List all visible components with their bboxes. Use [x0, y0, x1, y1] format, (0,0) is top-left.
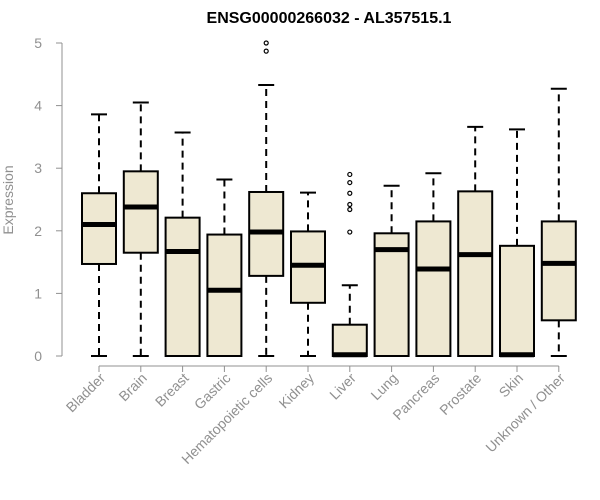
box-bladder — [81, 113, 117, 357]
box-iqr — [540, 220, 577, 322]
box-iqr — [499, 244, 535, 358]
box-liver — [331, 171, 368, 358]
y-axis-label: Expression — [0, 165, 16, 234]
box-series — [81, 40, 577, 358]
box-skin — [499, 128, 535, 358]
y-tick-label: 4 — [34, 98, 42, 114]
x-tick-label: Brain — [115, 370, 149, 404]
box-iqr — [373, 232, 410, 357]
box-kidney — [290, 191, 326, 357]
x-tick-label: Prostate — [436, 370, 484, 418]
box-gastric — [206, 178, 243, 357]
x-tick-label: Kidney — [276, 370, 318, 412]
box-hematopoietic-cells — [248, 40, 285, 357]
box-lung — [373, 184, 410, 357]
box-brain — [122, 101, 159, 357]
x-tick-label: Lung — [367, 370, 400, 403]
box-iqr — [81, 192, 117, 265]
y-tick-label: 0 — [34, 348, 42, 364]
outlier-point — [347, 171, 353, 178]
outlier-point — [347, 229, 353, 235]
x-tick-label: Skin — [496, 370, 527, 401]
box-iqr — [415, 220, 452, 357]
y-axis: 0 1 2 3 4 5 — [34, 35, 63, 364]
x-tick-label: Liver — [326, 370, 359, 403]
box-breast — [164, 131, 201, 357]
outlier-point — [347, 201, 353, 208]
box-iqr — [164, 216, 201, 357]
box-unknown-other — [540, 87, 577, 357]
x-tick-label: Unknown / Other — [482, 370, 568, 456]
box-iqr — [206, 233, 243, 357]
y-tick-label: 1 — [34, 285, 42, 301]
box-iqr — [122, 170, 159, 254]
y-tick-label: 5 — [34, 35, 42, 51]
outlier-point — [347, 179, 353, 186]
chart-title: ENSG00000266032 - AL357515.1 — [207, 10, 452, 27]
x-tick-label: Bladder — [63, 370, 109, 416]
outlier-point — [263, 48, 269, 54]
outlier-point — [347, 206, 353, 213]
box-iqr — [457, 190, 494, 357]
outlier-point — [263, 40, 269, 46]
x-tick-label: Breast — [152, 370, 192, 410]
y-tick-label: 2 — [34, 223, 42, 239]
box-iqr — [331, 323, 368, 358]
outlier-point — [347, 190, 353, 196]
box-pancreas — [415, 172, 452, 357]
y-tick-label: 3 — [34, 160, 42, 176]
box-prostate — [457, 125, 494, 357]
